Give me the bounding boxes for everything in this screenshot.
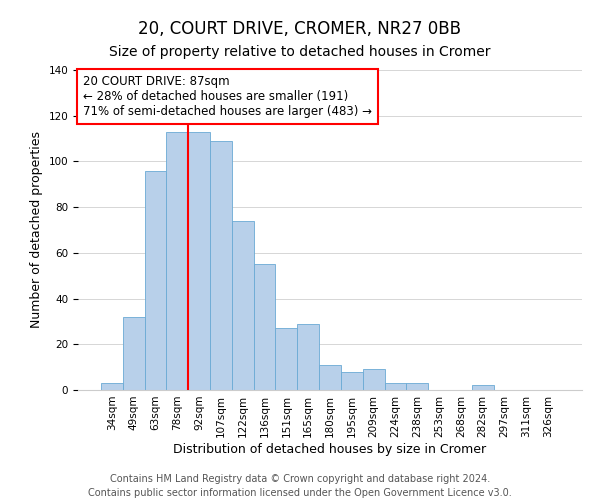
Bar	[145, 170, 166, 390]
Bar	[319, 365, 341, 390]
Bar	[166, 132, 188, 390]
Bar	[472, 386, 494, 390]
Bar	[406, 383, 428, 390]
Bar	[297, 324, 319, 390]
Bar	[363, 370, 385, 390]
Text: 20 COURT DRIVE: 87sqm
← 28% of detached houses are smaller (191)
71% of semi-det: 20 COURT DRIVE: 87sqm ← 28% of detached …	[83, 75, 372, 118]
Bar	[385, 383, 406, 390]
Bar	[101, 383, 123, 390]
Text: Size of property relative to detached houses in Cromer: Size of property relative to detached ho…	[109, 45, 491, 59]
Bar	[188, 132, 210, 390]
Bar	[254, 264, 275, 390]
Y-axis label: Number of detached properties: Number of detached properties	[30, 132, 43, 328]
Bar	[232, 221, 254, 390]
X-axis label: Distribution of detached houses by size in Cromer: Distribution of detached houses by size …	[173, 442, 487, 456]
Text: Contains HM Land Registry data © Crown copyright and database right 2024.
Contai: Contains HM Land Registry data © Crown c…	[88, 474, 512, 498]
Bar	[123, 317, 145, 390]
Bar	[210, 141, 232, 390]
Text: 20, COURT DRIVE, CROMER, NR27 0BB: 20, COURT DRIVE, CROMER, NR27 0BB	[139, 20, 461, 38]
Bar	[275, 328, 297, 390]
Bar	[341, 372, 363, 390]
